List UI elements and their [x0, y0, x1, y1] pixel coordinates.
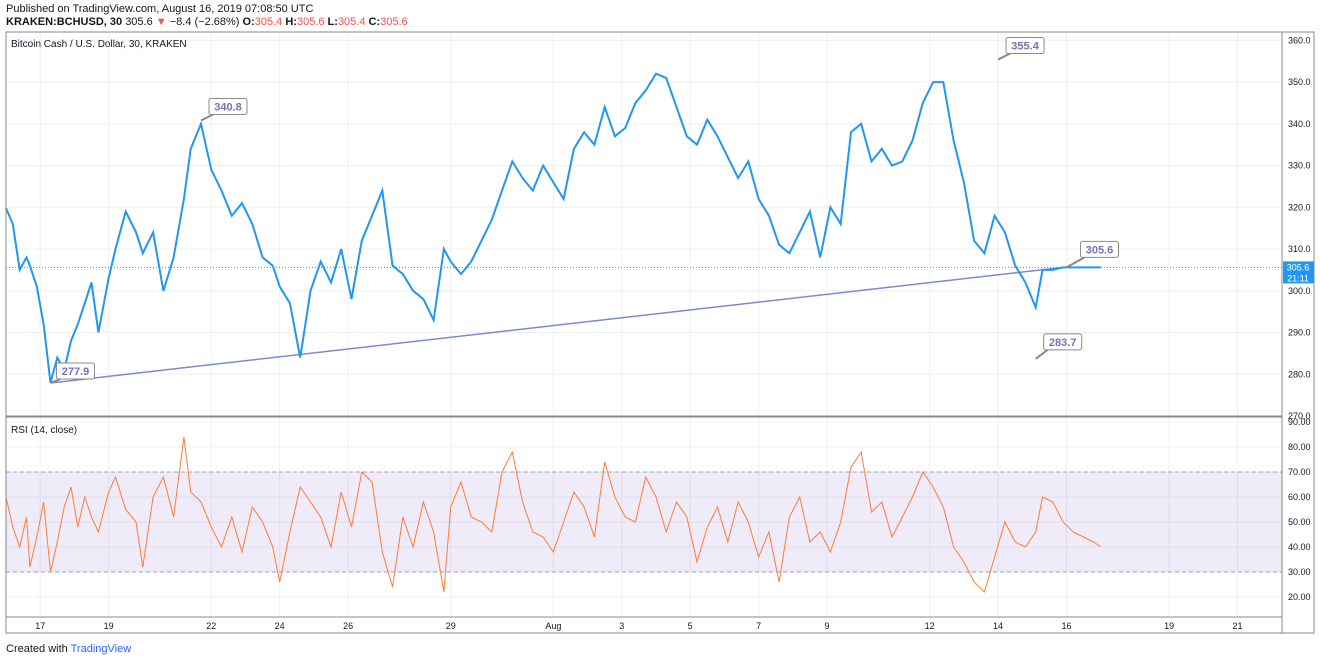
price-series-line[interactable] — [5, 72, 1101, 383]
callout-pointer — [200, 113, 214, 122]
last-price: 305.6 — [125, 16, 153, 28]
price-axis-tick-label: 270.0 — [1288, 411, 1311, 421]
price-callout[interactable]: 340.8 — [200, 97, 248, 122]
callout-value: 283.7 — [1049, 337, 1077, 349]
callout-box — [1043, 333, 1083, 351]
callout-value: 340.8 — [214, 101, 242, 113]
time-axis-tick-label: 12 — [925, 621, 935, 631]
time-axis-tick-label: 19 — [104, 621, 114, 631]
callout-box — [1005, 37, 1045, 55]
callout-pointer — [1035, 349, 1049, 360]
price-callout[interactable]: 283.7 — [1035, 333, 1083, 360]
callout-box — [1079, 240, 1119, 258]
rsi-axis-tick-label: 40.00 — [1288, 542, 1311, 552]
tradingview-logo-icon[interactable]: TradingView — [70, 643, 132, 655]
time-axis-frame — [5, 616, 1283, 634]
time-axis-tick-label: 22 — [206, 621, 216, 631]
price-axis-frame — [1281, 31, 1315, 634]
open-label: O: — [242, 16, 255, 28]
published-line: Published on TradingView.com, August 16,… — [6, 3, 314, 15]
symbol-line: KRAKEN:BCHUSD, 30 305.6 ▼ −8.4 (−2.68%) … — [6, 16, 408, 28]
price-axis-tick-label: 360.0 — [1288, 35, 1311, 45]
price-pane-title: Bitcoin Cash / U.S. Dollar, 30, KRAKEN — [11, 39, 187, 50]
high-value: 305.6 — [296, 16, 325, 28]
price-axis-tick-label: 330.0 — [1288, 161, 1311, 171]
callout-pointer — [997, 52, 1011, 61]
low-label: L: — [327, 16, 338, 28]
price-axis-tick-label: 310.0 — [1288, 244, 1311, 254]
low-value: 305.4 — [337, 16, 366, 28]
last-price-tag-value: 305.6 — [1287, 262, 1310, 272]
time-axis-tick-label: 24 — [275, 621, 285, 631]
time-axis-tick-label: 16 — [1061, 621, 1071, 631]
callout-value: 277.9 — [62, 366, 90, 378]
down-arrow-icon: ▼ — [155, 16, 167, 28]
price-axis-tick-label: 300.0 — [1288, 286, 1311, 296]
trend-line[interactable] — [50, 266, 1064, 384]
time-axis-tick-label: 14 — [993, 621, 1003, 631]
rsi-pane-title: RSI (14, close) — [11, 425, 77, 436]
rsi-axis-tick-label: 20.00 — [1288, 592, 1311, 602]
time-axis-tick-label: 26 — [343, 621, 353, 631]
last-price-tag: 305.6 21:11 — [1283, 261, 1314, 284]
high-label: H: — [285, 16, 297, 28]
time-axis-tick-label: 5 — [688, 621, 693, 631]
callout-box — [55, 362, 95, 380]
price-callout[interactable]: 355.4 — [997, 37, 1045, 61]
callout-box — [208, 97, 248, 115]
price-change: −8.4 (−2.68%) — [169, 16, 240, 28]
callout-pointer — [50, 378, 61, 384]
rsi-axis-tick-label: 50.00 — [1288, 517, 1311, 527]
rsi-series-line[interactable] — [5, 436, 1101, 593]
time-axis-tick-label: Aug — [545, 621, 561, 631]
callout-value: 305.6 — [1086, 244, 1114, 256]
rsi-axis-tick-label: 90.00 — [1288, 417, 1311, 427]
time-axis-tick-label: 3 — [619, 621, 624, 631]
footer: Created with TradingView — [6, 643, 131, 655]
time-axis-tick-label: 7 — [756, 621, 761, 631]
price-axis-tick-label: 280.0 — [1288, 369, 1311, 379]
rsi-axis-tick-label: 70.00 — [1288, 467, 1311, 477]
price-axis-tick-label: 290.0 — [1288, 328, 1311, 338]
rsi-axis-tick-label: 60.00 — [1288, 492, 1311, 502]
rsi-axis-tick-label: 30.00 — [1288, 567, 1311, 577]
open-value: 305.4 — [254, 16, 283, 28]
price-callout[interactable]: 305.6 — [1065, 240, 1119, 269]
footer-label: Created with — [6, 643, 68, 655]
price-callout[interactable]: 277.9 — [50, 362, 95, 384]
time-axis-tick-label: 29 — [446, 621, 456, 631]
close-label: C: — [368, 16, 381, 28]
time-axis-tick-label: 9 — [825, 621, 830, 631]
rsi-band — [6, 472, 1282, 572]
time-axis-tick-label: 21 — [1233, 621, 1243, 631]
symbol: KRAKEN:BCHUSD, 30 — [6, 16, 123, 28]
price-pane-frame — [5, 31, 1283, 417]
rsi-axis-tick-label: 80.00 — [1288, 442, 1311, 452]
callout-value: 355.4 — [1011, 41, 1039, 53]
callout-pointer — [1065, 256, 1085, 269]
last-price-tag-time: 21:11 — [1287, 273, 1309, 283]
time-axis-tick-label: 19 — [1164, 621, 1174, 631]
time-axis-tick-label: 17 — [35, 621, 45, 631]
close-value: 305.6 — [380, 16, 408, 28]
price-axis-tick-label: 340.0 — [1288, 119, 1311, 129]
price-axis-tick-label: 350.0 — [1288, 77, 1311, 87]
price-axis-tick-label: 320.0 — [1288, 202, 1311, 212]
